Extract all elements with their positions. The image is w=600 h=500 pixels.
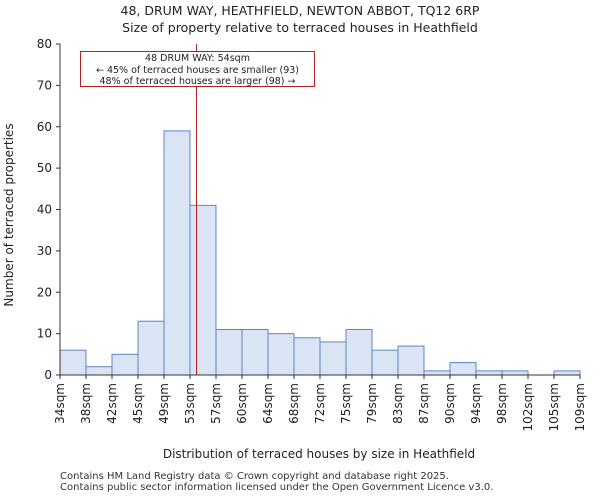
bars-group (59, 44, 581, 376)
bar-42sqm (111, 353, 139, 376)
bar-94sqm (475, 370, 503, 376)
x-tick-label: 87sqm (417, 383, 431, 424)
x-tick-label: 83sqm (391, 383, 405, 424)
bar-57sqm (215, 328, 243, 376)
bar-chart: 0 10 20 30 40 50 60 70 80 34sqm 38sqm 42sqm 45sqm 49… (2, 37, 587, 461)
x-tick-label: 102sqm (521, 383, 535, 431)
bar-38sqm (85, 366, 113, 376)
annotation-line-1: 48 DRUM WAY: 54sqm (145, 53, 250, 64)
footer: Contains HM Land Registry data © Crown c… (60, 471, 493, 493)
x-tick-label: 34sqm (53, 383, 67, 424)
bar-105sqm (553, 370, 581, 376)
x-tick-label: 68sqm (287, 383, 301, 424)
bar-83sqm (397, 345, 425, 376)
bar-68sqm (293, 337, 321, 376)
y-tick-label: 40 (37, 203, 52, 217)
x-tick-label: 90sqm (443, 383, 457, 424)
y-tick-label: 50 (37, 161, 52, 175)
y-tick-label: 0 (44, 368, 52, 382)
x-tick-label: 64sqm (261, 383, 275, 424)
x-tick-label: 75sqm (339, 383, 353, 424)
x-tick-label: 79sqm (365, 383, 379, 424)
bar-49sqm (163, 130, 191, 376)
bar-72sqm (319, 341, 347, 376)
annotation-line-2: ← 45% of terraced houses are smaller (93… (95, 64, 300, 76)
x-tick-label: 42sqm (105, 383, 119, 424)
x-tick-label: 49sqm (157, 383, 171, 424)
x-tick-label: 109sqm (573, 383, 587, 431)
x-tick-label: 38sqm (79, 383, 93, 424)
x-tick-label: 105sqm (547, 383, 561, 431)
y-axis: 0 10 20 30 40 50 60 70 80 (37, 37, 61, 382)
y-tick-label: 20 (37, 285, 52, 299)
footer-line-2: Contains public sector information licen… (60, 482, 494, 493)
y-tick-label: 80 (37, 37, 52, 51)
annotation-line-3: 48% of terraced houses are larger (98) → (99, 76, 296, 87)
x-tick-label: 45sqm (131, 383, 145, 424)
x-axis-label: Distribution of terraced houses by size … (163, 447, 475, 461)
y-axis-label: Number of terraced properties (2, 123, 16, 306)
bar-75sqm (345, 328, 373, 376)
x-tick-label: 72sqm (313, 383, 327, 424)
chart-title: 48, DRUM WAY, HEATHFIELD, NEWTON ABBOT, … (120, 3, 480, 18)
bar-98sqm (501, 370, 529, 376)
bar-90sqm (449, 362, 477, 376)
x-tick-label: 53sqm (183, 383, 197, 424)
bar-64sqm (267, 333, 295, 376)
x-tick-label: 98sqm (495, 383, 509, 424)
annotation-box: 48 DRUM WAY: 54sqm ← 45% of terraced hou… (80, 51, 315, 87)
chart-title-block: 48, DRUM WAY, HEATHFIELD, NEWTON ABBOT, … (0, 2, 600, 36)
bar-79sqm (371, 349, 399, 376)
y-tick-label: 10 (37, 327, 52, 341)
y-tick-label: 70 (37, 78, 52, 92)
bar-53sqm (189, 204, 217, 376)
chart-subtitle: Size of property relative to terraced ho… (122, 20, 478, 35)
y-tick-label: 60 (37, 120, 52, 134)
bar-34sqm (59, 349, 87, 376)
x-tick-label: 57sqm (209, 383, 223, 424)
y-tick-label: 30 (37, 244, 52, 258)
x-tick-label: 94sqm (469, 383, 483, 424)
bar-45sqm (137, 320, 165, 376)
bar-60sqm (241, 328, 269, 376)
x-axis: 34sqm 38sqm 42sqm 45sqm 49sqm 53sqm 57sqm 60sqm… (53, 374, 587, 431)
x-tick-label: 60sqm (235, 383, 249, 424)
bar-87sqm (423, 370, 451, 376)
footer-line-1: Contains HM Land Registry data © Crown c… (60, 471, 449, 482)
